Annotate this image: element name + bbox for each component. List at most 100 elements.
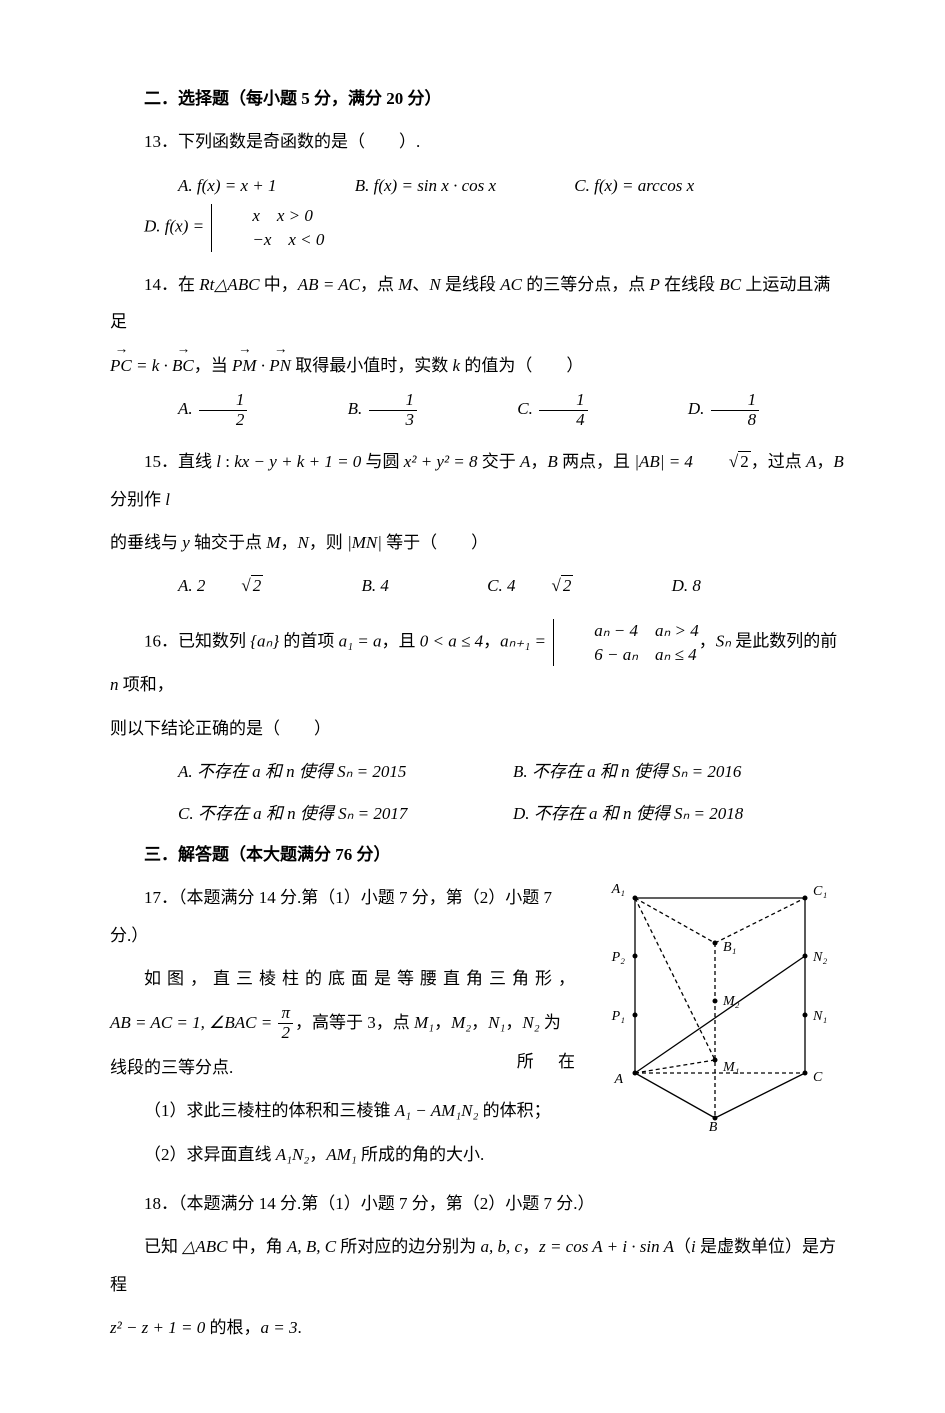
q16-Sn: Sₙ bbox=[716, 631, 731, 650]
q17-frac: π2 bbox=[278, 1004, 293, 1042]
q16-A-label: A. bbox=[178, 762, 193, 781]
q13-option-D: D. f(x) = x x > 0 −x x < 0 bbox=[110, 204, 324, 252]
prism-diagram: A₁ C₁ B₁ A C B P₂ P₁ N₂ N₁ M₂ M₁ bbox=[595, 873, 845, 1133]
q15-C-rad: 2 bbox=[561, 575, 574, 595]
q13-D-case2: −x x < 0 bbox=[218, 228, 324, 252]
q14-A-den: 2 bbox=[199, 411, 248, 430]
q17-l2b: ，高等于 3，点 bbox=[295, 1013, 414, 1032]
q15-t5: ，过点 bbox=[751, 452, 806, 471]
q16-t7: 项和， bbox=[119, 675, 174, 694]
fig-label-C1: C₁ bbox=[813, 884, 827, 899]
q14-AC: AC bbox=[500, 275, 522, 294]
q13-B-text: f(x) = sin x · cos x bbox=[374, 176, 496, 195]
q14-option-C: C. 14 bbox=[483, 390, 589, 429]
q14-vecPM: PM bbox=[232, 347, 257, 384]
q14-vecPN: PN bbox=[269, 347, 291, 384]
q17-frac-num: π bbox=[278, 1004, 293, 1024]
fig-label-B: B bbox=[709, 1120, 718, 1133]
q15-t10: 等于（ ） bbox=[382, 533, 488, 552]
q18-abc: a, b, c bbox=[481, 1237, 523, 1256]
q15-stem-line2: 的垂线与 y 轴交于点 M，N，则 |MN| 等于（ ） bbox=[110, 524, 845, 561]
q14-t10: 取得最小值时，实数 bbox=[291, 356, 453, 375]
q14-option-A: A. 12 bbox=[144, 390, 249, 429]
q14-t2: 中， bbox=[260, 275, 298, 294]
q16-reclhs: aₙ₊₁ = bbox=[500, 631, 546, 650]
exam-page: 二．选择题（每小题 5 分，满分 20 分） 13．下列函数是奇函数的是（ ）.… bbox=[0, 0, 945, 1413]
q18-ABC: A, B, C bbox=[287, 1237, 336, 1256]
q18-a3: a = 3 bbox=[261, 1318, 298, 1337]
q17-l2a: AB = AC = 1, ∠BAC = bbox=[110, 1013, 276, 1032]
q16-t5: ， bbox=[699, 631, 716, 650]
q17-p1a: （1）求此三棱柱的体积和三棱锥 bbox=[144, 1101, 395, 1120]
q14-B-num: 1 bbox=[369, 391, 418, 411]
q18-t3: 所对应的边分别为 bbox=[336, 1237, 481, 1256]
q15-D-label: D. bbox=[672, 576, 689, 595]
q13-C-label: C. bbox=[574, 176, 590, 195]
q16-option-A: A. 不存在 a 和 n 使得 Sₙ = 2015 bbox=[144, 753, 475, 790]
q16-t1: 16．已知数列 bbox=[144, 631, 250, 650]
q14-A-num: 1 bbox=[199, 391, 248, 411]
q16-range: 0 < a ≤ 4 bbox=[420, 631, 483, 650]
q15-A-pre: 2 bbox=[197, 576, 206, 595]
q14-stem-line1: 14．在 Rt△ABC 中，AB = AC，点 M、N 是线段 AC 的三等分点… bbox=[110, 266, 845, 341]
q17-part2: （2）求异面直线 A₁N₂，AM₁ 所成的角的大小. bbox=[110, 1136, 845, 1173]
q14-option-D: D. 18 bbox=[654, 390, 761, 429]
q17-p2-l2: AM₁ bbox=[326, 1145, 356, 1164]
q15-eq: = 4 bbox=[664, 452, 692, 471]
q15-line-eq: kx − y + k + 1 = 0 bbox=[234, 452, 361, 471]
q15-B-text: 4 bbox=[380, 576, 389, 595]
q15-C-label: C. bbox=[487, 576, 503, 595]
q16-B-label: B. bbox=[513, 762, 528, 781]
q14-t6: 的三等分点，点 bbox=[522, 275, 650, 294]
q15-C-sqrt: 2 bbox=[517, 567, 573, 604]
q16-option-B: B. 不存在 a 和 n 使得 Sₙ = 2016 bbox=[479, 753, 810, 790]
q17-M1: M₁ bbox=[414, 1013, 434, 1032]
q15-option-B: B. 4 bbox=[327, 567, 388, 604]
q16-case2: 6 − aₙ aₙ ≤ 4 bbox=[560, 643, 699, 667]
q16-option-D: D. 不存在 a 和 n 使得 Sₙ = 2018 bbox=[479, 795, 810, 832]
q15-A-label: A. bbox=[178, 576, 193, 595]
fig-label-B1: B₁ bbox=[723, 940, 736, 955]
q16-seq: {aₙ} bbox=[250, 631, 279, 650]
q15-circle-eq: x² + y² = 8 bbox=[404, 452, 478, 471]
q14-keq: = k · bbox=[132, 356, 172, 375]
fig-label-M2: M₂ bbox=[722, 994, 740, 1009]
q16-D-text: 不存在 a 和 n 使得 Sₙ = 2018 bbox=[534, 804, 744, 823]
q17-p1-body: A₁ − AM₁N₂ bbox=[395, 1101, 479, 1120]
q16-t6: 是此数列的前 bbox=[731, 631, 837, 650]
fig-label-A1: A₁ bbox=[611, 882, 625, 897]
section-3-heading: 三．解答题（本大题满分 76 分） bbox=[110, 836, 845, 873]
q15-t1: 15．直线 bbox=[144, 452, 216, 471]
q14-rt: Rt△ABC bbox=[199, 275, 259, 294]
q17-M2: M₂ bbox=[451, 1013, 471, 1032]
q15-t6: 分别作 bbox=[110, 490, 165, 509]
q13-stem: 13．下列函数是奇函数的是（ ）. bbox=[110, 123, 845, 160]
q14-B-frac: 13 bbox=[369, 391, 418, 429]
q15-abAB: |AB| bbox=[634, 452, 664, 471]
q14-A-frac: 12 bbox=[199, 391, 248, 429]
q17-N1: N₁ bbox=[488, 1013, 505, 1032]
q17-p1b: 的体积； bbox=[478, 1101, 550, 1120]
q16-stem-line2: 则以下结论正确的是（ ） bbox=[110, 710, 845, 747]
q15-A: A bbox=[520, 452, 530, 471]
q17-figure: A₁ C₁ B₁ A C B P₂ P₁ N₂ N₁ M₂ M₁ bbox=[595, 873, 845, 1133]
q14-D-den: 8 bbox=[711, 411, 760, 430]
q17-side-text: 所 在 bbox=[517, 1043, 585, 1080]
q15-option-C: C. 42 bbox=[453, 567, 573, 604]
q15-stem-line1: 15．直线 l : kx − y + k + 1 = 0 与圆 x² + y² … bbox=[110, 443, 845, 518]
q15-t3: 交于 bbox=[478, 452, 521, 471]
fig-label-N1: N₁ bbox=[812, 1009, 827, 1024]
q13-option-B: B. f(x) = sin x · cos x bbox=[321, 167, 496, 204]
q13-options: A. f(x) = x + 1 B. f(x) = sin x · cos x … bbox=[110, 167, 845, 252]
q15-sqrt: 2 bbox=[695, 443, 751, 480]
q15-t8: 轴交于点 bbox=[190, 533, 267, 552]
fig-label-P2: P₂ bbox=[611, 950, 626, 965]
q13-D-lhs: f(x) = bbox=[165, 217, 204, 236]
q14-B-den: 3 bbox=[369, 411, 418, 430]
q15-colon: : bbox=[221, 452, 234, 471]
fig-label-C: C bbox=[813, 1070, 823, 1085]
q14-B-label: B. bbox=[348, 399, 363, 418]
q17-l2c: 为 bbox=[540, 1013, 561, 1032]
q17-p2a: （2）求异面直线 bbox=[144, 1145, 276, 1164]
q16-options-row2: C. 不存在 a 和 n 使得 Sₙ = 2017 D. 不存在 a 和 n 使… bbox=[110, 795, 845, 832]
